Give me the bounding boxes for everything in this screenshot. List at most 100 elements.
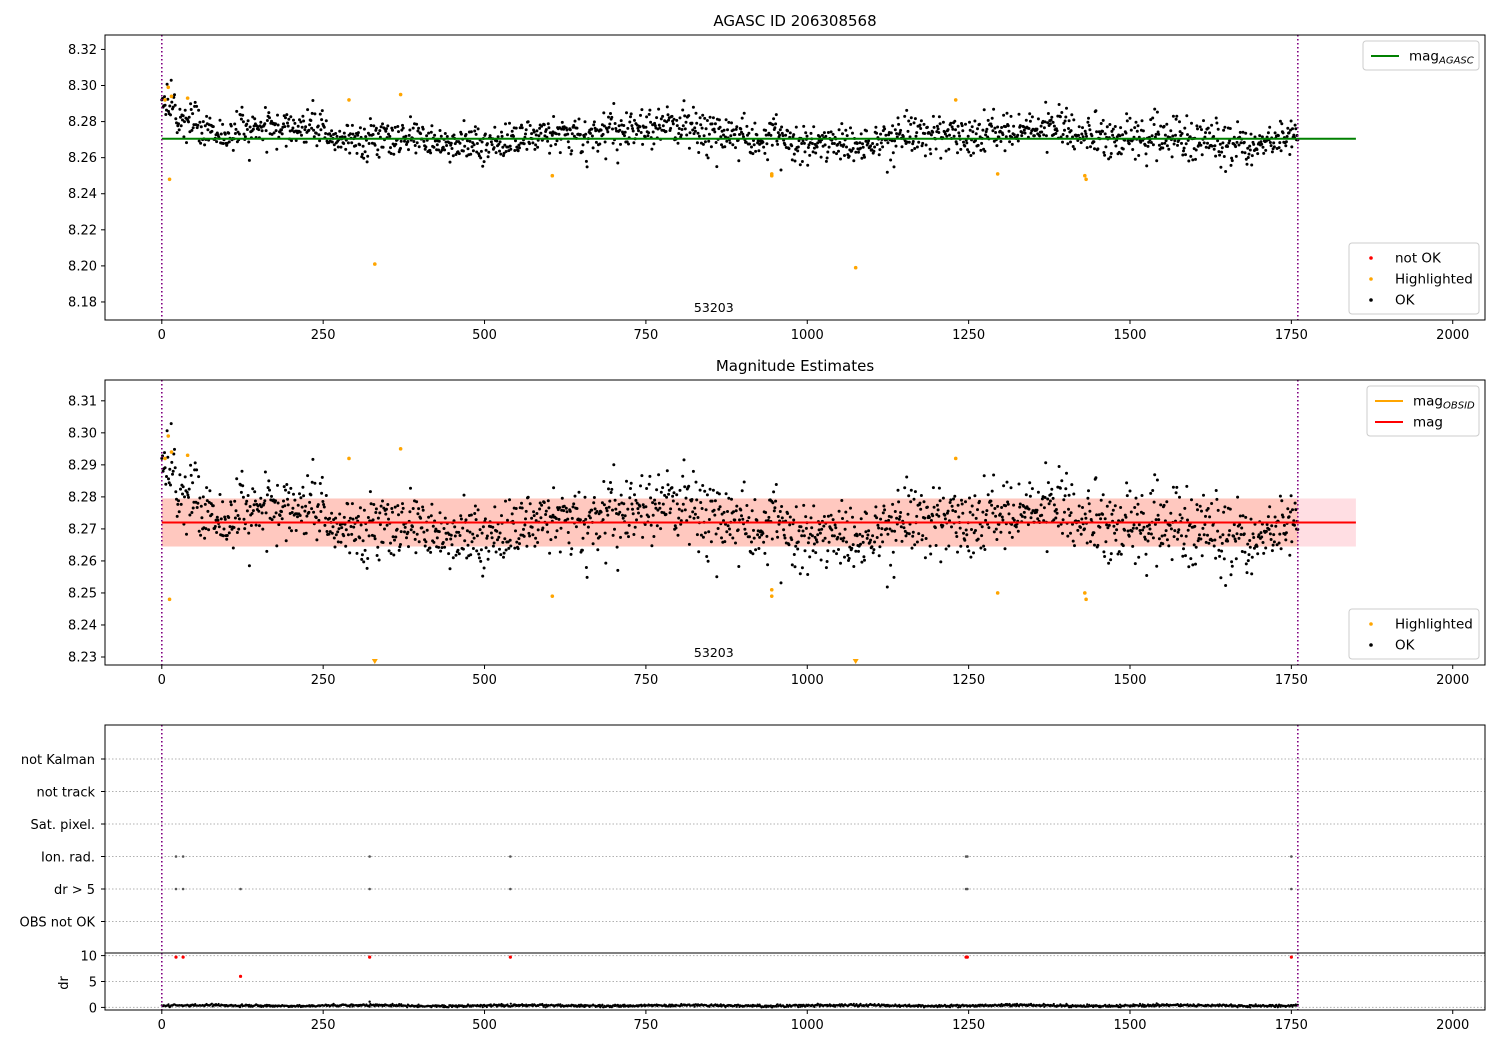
- highlighted-point: [398, 92, 403, 97]
- ok-point: [1137, 154, 1141, 157]
- ok-point: [1173, 529, 1177, 533]
- ok-point: [488, 134, 492, 138]
- ok-point: [590, 134, 594, 138]
- off-axis-marker: [852, 659, 859, 664]
- ok-point: [937, 514, 941, 518]
- highlighted-point: [953, 98, 958, 102]
- ok-point: [317, 518, 321, 522]
- ok-point: [1045, 550, 1049, 554]
- ok-point: [265, 549, 269, 553]
- ok-point: [870, 545, 874, 549]
- ok-point: [961, 511, 965, 515]
- ok-point: [657, 473, 661, 477]
- ok-point: [883, 127, 887, 131]
- ok-point: [373, 143, 377, 147]
- ok-point: [566, 132, 570, 136]
- ok-point: [880, 527, 884, 531]
- ok-point: [1042, 126, 1046, 130]
- dr-point: [406, 1006, 409, 1009]
- ok-point: [274, 511, 278, 515]
- ok-point: [475, 150, 479, 154]
- ok-point: [962, 140, 965, 144]
- ok-point: [205, 486, 209, 490]
- ok-point: [1085, 134, 1088, 138]
- ok-point: [596, 149, 600, 153]
- dr-point: [775, 1005, 778, 1008]
- ok-point: [806, 573, 810, 576]
- ok-point: [1185, 484, 1189, 488]
- ok-point: [306, 108, 310, 112]
- ok-point: [557, 132, 561, 136]
- ok-point: [1099, 498, 1103, 502]
- ok-point: [562, 504, 566, 508]
- ok-point: [672, 117, 676, 121]
- ok-point: [801, 529, 805, 533]
- ok-point: [838, 532, 842, 536]
- ok-point: [820, 527, 824, 531]
- ok-point: [544, 513, 548, 516]
- ok-point: [1210, 502, 1214, 505]
- legend-label: not OK: [1395, 251, 1442, 267]
- ok-point: [1210, 144, 1214, 148]
- ok-point: [638, 504, 642, 508]
- ok-point: [272, 515, 276, 519]
- ok-point: [727, 120, 731, 124]
- ok-point: [607, 125, 611, 129]
- ok-point: [786, 129, 790, 133]
- ok-point: [1182, 149, 1185, 153]
- ok-point: [1064, 115, 1068, 119]
- ok-point: [586, 525, 590, 529]
- ok-point: [597, 512, 601, 516]
- ok-point: [866, 141, 870, 145]
- ok-point: [472, 536, 476, 540]
- ok-point: [462, 119, 466, 123]
- ok-point: [1294, 127, 1298, 131]
- ok-point: [631, 129, 635, 133]
- ok-point: [1085, 541, 1089, 545]
- ok-point: [722, 519, 725, 523]
- legend-dot-swatch: [1369, 256, 1373, 260]
- highlighted-point: [853, 265, 858, 270]
- legend-dot-swatch: [1369, 622, 1373, 626]
- ok-point: [448, 567, 452, 571]
- highlighted-point: [769, 173, 774, 178]
- ok-point: [1195, 503, 1199, 507]
- ok-point: [583, 495, 587, 499]
- ok-point: [627, 142, 630, 146]
- ok-point: [391, 128, 394, 132]
- ok-point: [1140, 119, 1144, 123]
- ok-point: [1284, 144, 1288, 148]
- ok-point: [313, 112, 317, 116]
- panel-1-points: [160, 78, 1300, 270]
- ok-point: [545, 523, 549, 526]
- dr-point: [447, 1006, 450, 1009]
- ok-point: [1216, 529, 1220, 533]
- ok-point: [1001, 518, 1005, 522]
- ok-point: [928, 147, 932, 151]
- ok-point: [570, 149, 574, 153]
- ok-point: [1101, 512, 1105, 516]
- ok-point: [726, 128, 729, 132]
- ok-point: [833, 523, 837, 527]
- ok-point: [432, 540, 436, 544]
- ok-point: [167, 477, 170, 481]
- ok-point: [677, 127, 681, 130]
- ok-point: [657, 107, 661, 111]
- ok-point: [1203, 523, 1207, 526]
- ok-point: [1194, 545, 1198, 549]
- y-tick-label: 8.18: [68, 295, 97, 310]
- ok-point: [411, 126, 415, 130]
- ok-point: [399, 139, 403, 143]
- ok-point: [679, 522, 683, 526]
- ok-point: [290, 139, 293, 143]
- ok-point: [546, 499, 550, 503]
- ok-point: [816, 533, 820, 537]
- ok-point: [832, 534, 836, 538]
- ok-point: [393, 125, 397, 129]
- ok-point: [814, 151, 818, 155]
- ok-point: [472, 143, 476, 147]
- ok-point: [890, 139, 894, 143]
- ok-point: [421, 127, 425, 131]
- ok-point: [990, 503, 994, 507]
- ok-point: [1002, 113, 1006, 117]
